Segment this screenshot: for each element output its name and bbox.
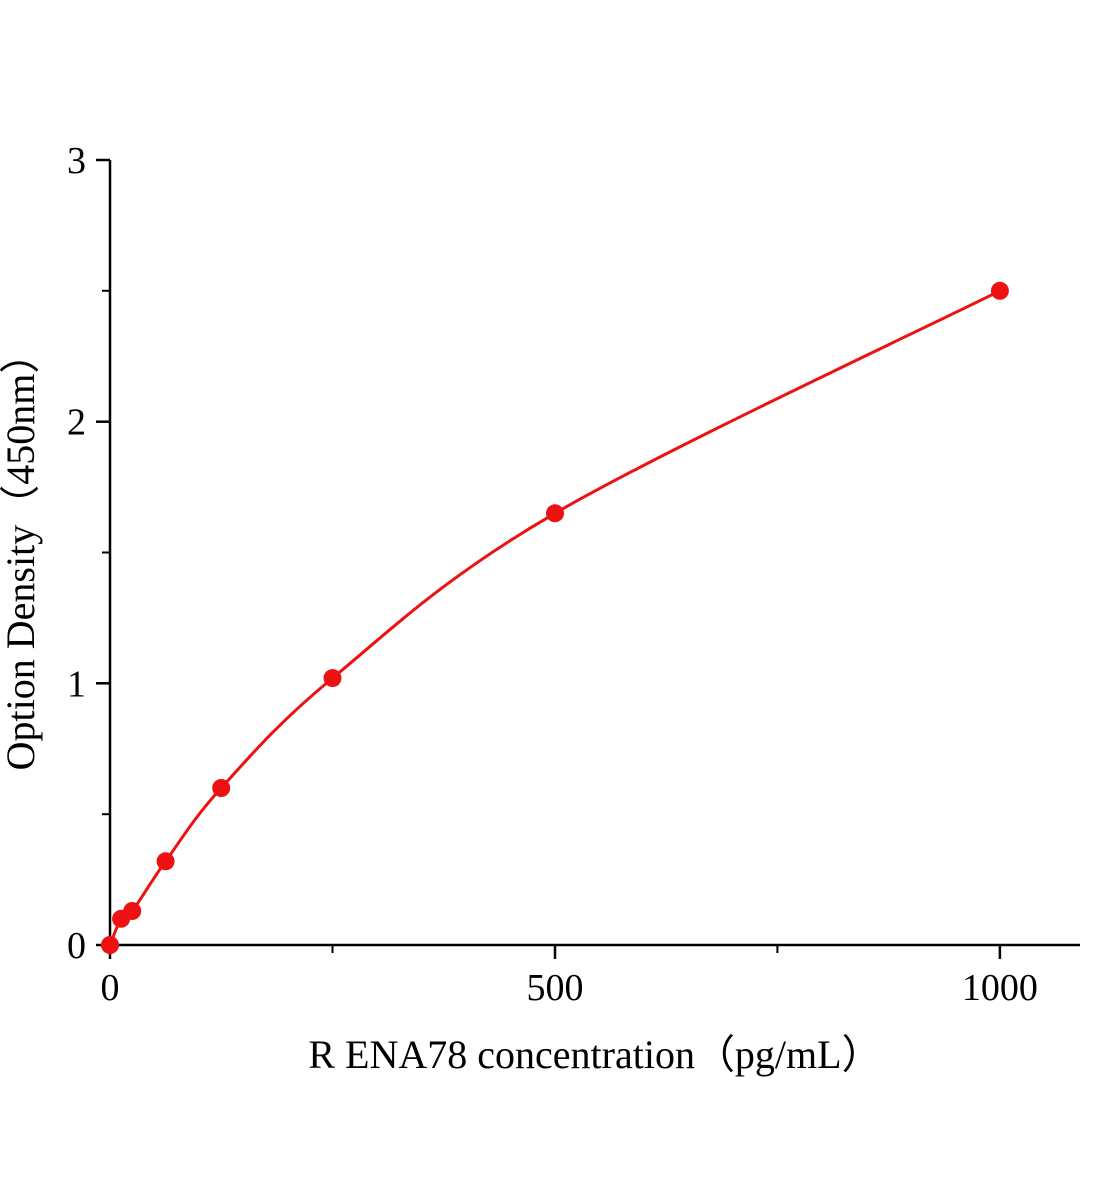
x-axis-title: R ENA78 concentration（pg/mL） (308, 1032, 881, 1077)
y-tick-label: 1 (67, 663, 86, 705)
y-axis-title: Option Density（450nm） (0, 334, 43, 771)
data-point (990, 281, 1009, 300)
data-point (212, 779, 231, 797)
data-point (546, 504, 564, 523)
data-point (323, 669, 342, 688)
data-point (123, 902, 142, 920)
y-tick-label: 0 (67, 925, 86, 967)
x-tick-label: 0 (101, 967, 120, 1009)
plot-layer: 0 500 1000 0 1 2 3 (67, 140, 1038, 1009)
data-point (101, 936, 119, 954)
x-tick-label: 1000 (962, 967, 1038, 1009)
x-tick-label: 500 (527, 967, 584, 1009)
y-tick-label: 2 (67, 402, 86, 444)
standard-curve-line (108, 289, 1002, 947)
data-point (156, 852, 175, 871)
y-tick-label: 3 (67, 140, 86, 182)
